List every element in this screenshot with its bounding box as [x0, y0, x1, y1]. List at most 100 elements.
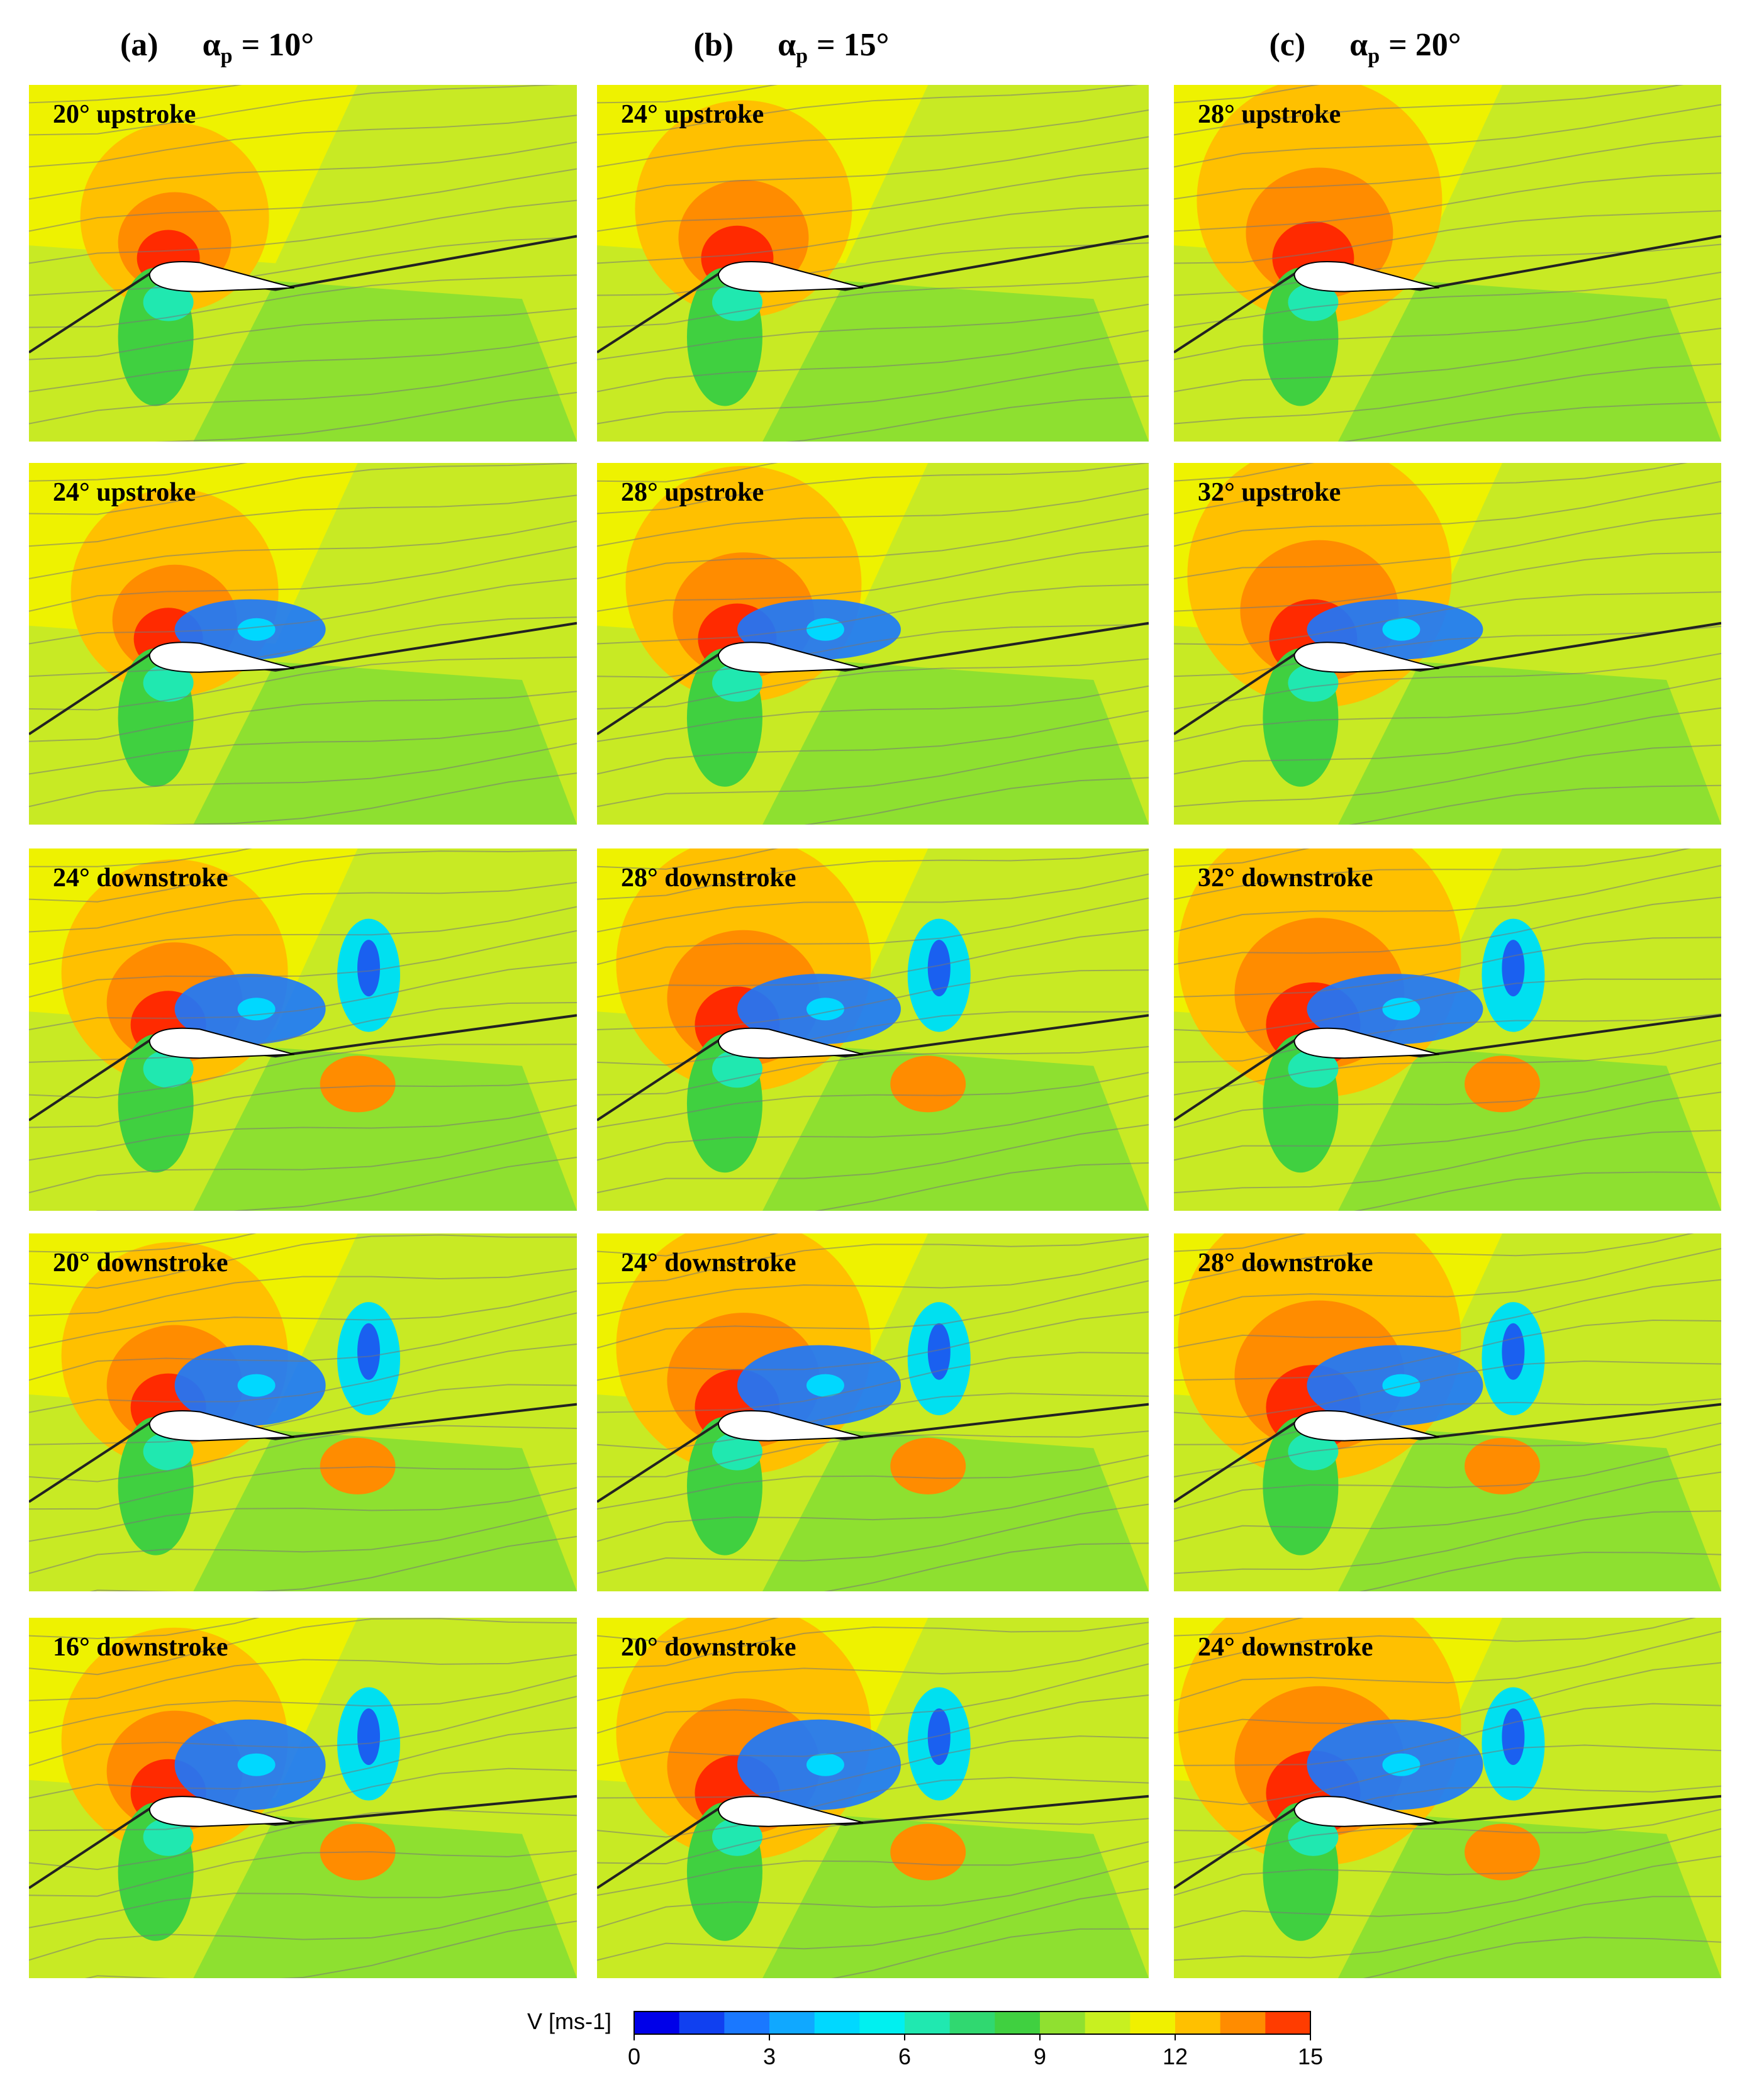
- streamline: [29, 906, 577, 965]
- streamline: [1174, 85, 1684, 136]
- streamline: [29, 848, 253, 867]
- panel-label: 20° downstroke: [53, 1249, 228, 1277]
- shear-layer: [1174, 1403, 1721, 1503]
- wake-vortex-core: [357, 940, 381, 997]
- column-header: (b) αp = 15°: [694, 27, 890, 68]
- panel-label: 28° downstroke: [621, 864, 796, 893]
- wake-vortex-core: [927, 1708, 951, 1766]
- flow-panel: 28° upstroke: [597, 463, 1149, 825]
- streamline: [597, 1818, 1149, 1865]
- streamline: [597, 1618, 779, 1643]
- airfoil: [148, 1027, 294, 1059]
- streamline: [597, 463, 1149, 515]
- streamline: [29, 1850, 577, 1897]
- streamline: [1174, 744, 1721, 808]
- streamline: [1174, 848, 1310, 867]
- colorbar-tick-label: 0: [628, 2044, 640, 2069]
- streamline: [1174, 896, 1721, 965]
- streamline: [1174, 1091, 1721, 1161]
- streamline: [804, 777, 1149, 825]
- streamline: [1174, 707, 1721, 775]
- streamline: [95, 1157, 577, 1211]
- streamline: [597, 167, 1149, 232]
- flow-panel: 32° downstroke: [1174, 848, 1721, 1211]
- colorbar-segment: [949, 2011, 995, 2034]
- low-speed-region: [193, 662, 577, 825]
- streamline: [597, 740, 1149, 808]
- streamline: [597, 85, 1139, 136]
- streamline: [29, 114, 577, 168]
- panel-label: 32° downstroke: [1198, 864, 1373, 893]
- streamline: [597, 1311, 1149, 1381]
- streamline: [597, 242, 1149, 296]
- streamline: [1174, 1808, 1721, 1864]
- wake-high: [1465, 1823, 1540, 1881]
- streamline: [89, 1535, 577, 1591]
- streamline: [1174, 1471, 1721, 1542]
- streamline: [597, 1503, 1149, 1574]
- airfoil: [1293, 260, 1439, 292]
- wake-high: [320, 1055, 396, 1113]
- streamline: [29, 849, 577, 903]
- colorbar-segment: [1040, 2011, 1086, 2034]
- streamline: [597, 1235, 1149, 1284]
- streamline: [29, 1425, 577, 1483]
- shear-layer: [29, 1794, 577, 1889]
- pressure-core: [143, 1050, 194, 1088]
- streamline: [29, 1233, 257, 1254]
- airfoil: [1293, 1027, 1439, 1059]
- streamline: [597, 1352, 1149, 1413]
- wake-high: [1465, 1437, 1540, 1494]
- colorbar-segment: [679, 2011, 725, 2034]
- streamline: [597, 1124, 1149, 1194]
- wake-high: [890, 1823, 966, 1881]
- flow-panel: 28° upstroke: [1174, 85, 1721, 442]
- streamline: [29, 1696, 577, 1766]
- streamline: [597, 1888, 1149, 1961]
- streamline: [1174, 848, 1691, 900]
- colorbar-segment: [724, 2011, 770, 2034]
- streamline: [1354, 1171, 1721, 1211]
- panel-label: 16° downstroke: [53, 1633, 228, 1662]
- streamline: [597, 1622, 1149, 1669]
- airfoil: [148, 1410, 294, 1442]
- streamline: [1174, 85, 1320, 104]
- airfoil: [148, 642, 294, 673]
- pressure-core: [712, 283, 762, 321]
- flow-panel: 20° upstroke: [29, 85, 577, 442]
- streamline: [1174, 652, 1721, 709]
- streamline: [597, 1280, 1149, 1349]
- vortex-core: [237, 998, 276, 1021]
- airfoil: [717, 260, 864, 292]
- shear-layer: [29, 1403, 577, 1503]
- streamline: [597, 1476, 1149, 1542]
- streamline: [29, 463, 248, 482]
- flow-panel: 20° downstroke: [597, 1618, 1149, 1978]
- panel-label: 28° upstroke: [1198, 100, 1341, 129]
- streamline: [29, 1675, 577, 1734]
- vortex-core: [806, 1753, 844, 1776]
- low-speed-region: [762, 1816, 1149, 1978]
- streamline: [1174, 1630, 1721, 1701]
- vortex-core: [1382, 1374, 1421, 1397]
- flow-panel: 24° upstroke: [29, 463, 577, 825]
- vortex-core: [237, 1374, 276, 1397]
- streamline: [29, 1234, 577, 1289]
- column-header: (a) αp = 10°: [120, 27, 314, 68]
- colorbar-segment: [995, 2011, 1041, 2034]
- colorbar-segment: [1265, 2011, 1311, 2034]
- panel-label: 32° upstroke: [1198, 478, 1341, 507]
- streamline: [1174, 481, 1721, 547]
- column-header: (c) αp = 20°: [1269, 27, 1461, 68]
- vortex-core: [806, 618, 844, 641]
- streamline: [597, 303, 1149, 360]
- param-eq: = 15°: [817, 27, 889, 63]
- streamline: [1174, 591, 1721, 645]
- streamline: [1174, 1443, 1721, 1510]
- streamline: [597, 1233, 779, 1257]
- vortex-core: [1382, 618, 1421, 641]
- streamline: [831, 1928, 1149, 1978]
- flow-panel: 24° upstroke: [597, 85, 1149, 442]
- streamline: [597, 275, 1149, 328]
